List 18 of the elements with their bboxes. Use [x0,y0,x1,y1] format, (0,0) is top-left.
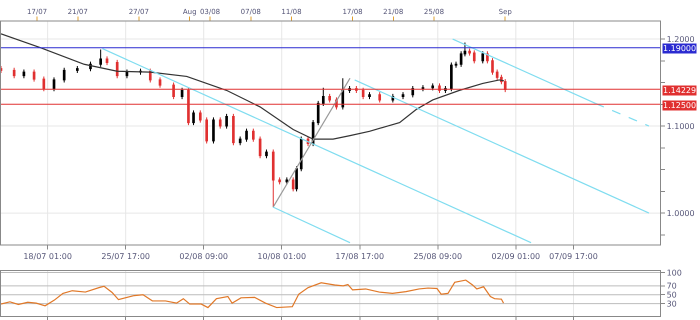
ref-line-label: 1.12500 [663,101,696,110]
x-tick-label: 18/07 01:00 [23,252,72,262]
x-tick-label: 02/09 01:00 [491,252,540,262]
ref-line-label: 1.14229 [663,86,696,95]
y-tick-label: 100 [666,268,682,278]
x-tick-label: 07/09 17:00 [549,252,598,262]
x-tick-label: 02/08 09:00 [179,252,228,262]
y-tick-label: 1.0000 [666,208,695,218]
y-tick-label: 1.2000 [666,34,695,44]
y-tick-label: 70 [666,282,677,291]
x-tick-label: 10/08 01:00 [257,252,306,262]
y-tick-label: 30 [666,299,677,308]
y-tick-label: 1.1000 [666,122,695,131]
y-tick-label: 50 [666,290,677,300]
x-tick-label: 25/07 17:00 [101,252,150,262]
ref-line-label: 1.19000 [663,44,696,53]
x-tick-label: 17/08 17:00 [335,252,384,262]
x-tick-label: 25/08 09:00 [413,252,462,262]
